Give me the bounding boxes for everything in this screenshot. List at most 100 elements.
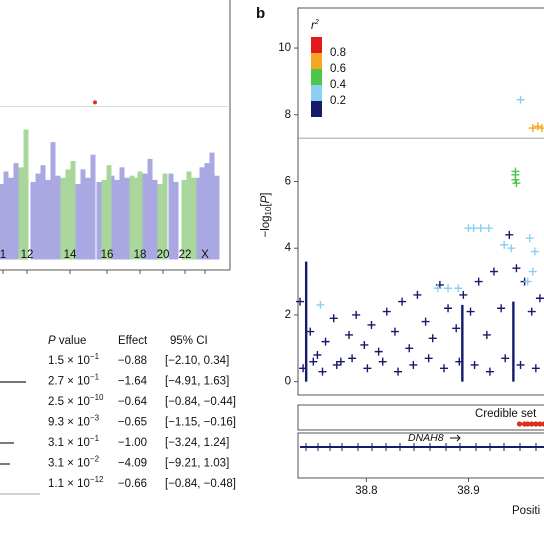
gene-arrow [450,434,461,442]
x-tick-label: 38.8 [355,485,377,497]
snp [537,124,544,133]
snp [329,314,338,323]
snp [512,264,521,273]
snp-column [114,179,120,260]
snp-column [134,177,140,260]
snp-column [0,184,4,260]
snp-column [18,167,24,260]
snp-column [152,179,158,260]
p-exp: −12 [90,475,104,484]
legend-tick-label: 0.6 [330,63,346,75]
snp-column [30,181,36,260]
snp-column [80,169,86,260]
col-header: Effect [118,335,148,347]
snp-column [70,161,76,260]
legend-swatch [311,69,322,85]
p-base: 9.3 × 10 [48,417,90,429]
snp-column [50,142,56,260]
x-tick-label: 18 [134,249,147,261]
snp-stack [304,261,308,382]
snp [348,354,357,363]
snp [394,367,403,376]
snp [439,364,448,373]
snp-column [65,169,71,260]
snp-column [157,184,163,260]
ci: [−3.24, 1.24] [165,437,229,449]
p-exp: −10 [90,393,104,402]
snp-column [142,173,148,260]
p-exp: −2 [90,455,100,464]
snp [511,167,520,176]
p-base: 3.1 × 10 [48,458,90,470]
snp [409,360,418,369]
p-value: 1.1 × 10−12 [48,475,104,490]
snp [489,267,498,276]
y-tick-label: 4 [285,242,292,254]
p-value: 1.5 × 10−1 [48,352,100,367]
snp [421,317,430,326]
snp [390,327,399,336]
x-tick-label: 22 [179,249,192,261]
snp-column [168,173,174,260]
snp-column [23,129,29,260]
x-tick-label: X [201,249,209,261]
snp-column [35,173,41,260]
snp [424,354,433,363]
effect: −0.65 [118,417,147,429]
y-tick-label: 10 [278,42,291,54]
snp [505,230,514,239]
y-tick-label: 6 [285,176,291,188]
snp [318,367,327,376]
ci: [−4.91, 1.63] [165,376,229,388]
snp-column [45,179,51,260]
snp [452,324,461,333]
snp [474,277,483,286]
effect: −1.00 [118,437,147,449]
snp-column [173,181,179,260]
legend-tick-label: 0.8 [330,47,346,59]
snp-column [119,167,125,260]
snp-column [55,175,61,260]
snp [309,357,318,366]
credible-frame [297,404,544,431]
effect: −0.88 [118,355,147,367]
snp [484,224,493,233]
snp [485,367,494,376]
p-exp: −1 [90,373,100,382]
p-exp: −3 [90,414,100,423]
legend-swatch [311,37,322,53]
snp-column [214,175,220,260]
col-header: 95% CI [170,335,208,347]
snp-column [194,177,200,260]
snp [497,304,506,313]
legend-swatch [311,101,322,117]
snp [336,357,345,366]
snp-column [106,165,112,260]
x-tick-label: 12 [21,249,34,261]
x-tick-label: 14 [64,249,77,261]
legend-tick-label: 0.2 [330,95,346,107]
exons [305,443,537,451]
snp-column [191,177,197,260]
snp-stack [512,301,515,382]
effect: −0.64 [118,396,148,408]
snp [321,337,330,346]
snp-column [186,171,192,260]
legend-tick-label: 0.4 [330,79,347,91]
ci: [−2.10, 0.34] [165,355,229,367]
ci: [−0.84, −0.48] [165,478,236,490]
snp [531,364,540,373]
p-base: 2.5 × 10 [48,396,90,408]
snp [378,357,387,366]
snp-column [181,179,187,260]
snp-column [101,179,107,260]
snp [482,330,491,339]
p-base: 3.1 × 10 [48,437,90,449]
p-value: 2.5 × 10−10 [48,393,104,408]
snp [405,344,414,353]
snp [459,290,468,299]
snp [516,360,525,369]
p-base: 1.1 × 10 [48,478,90,490]
snp-column [162,173,168,260]
col-header: P value [48,335,86,347]
